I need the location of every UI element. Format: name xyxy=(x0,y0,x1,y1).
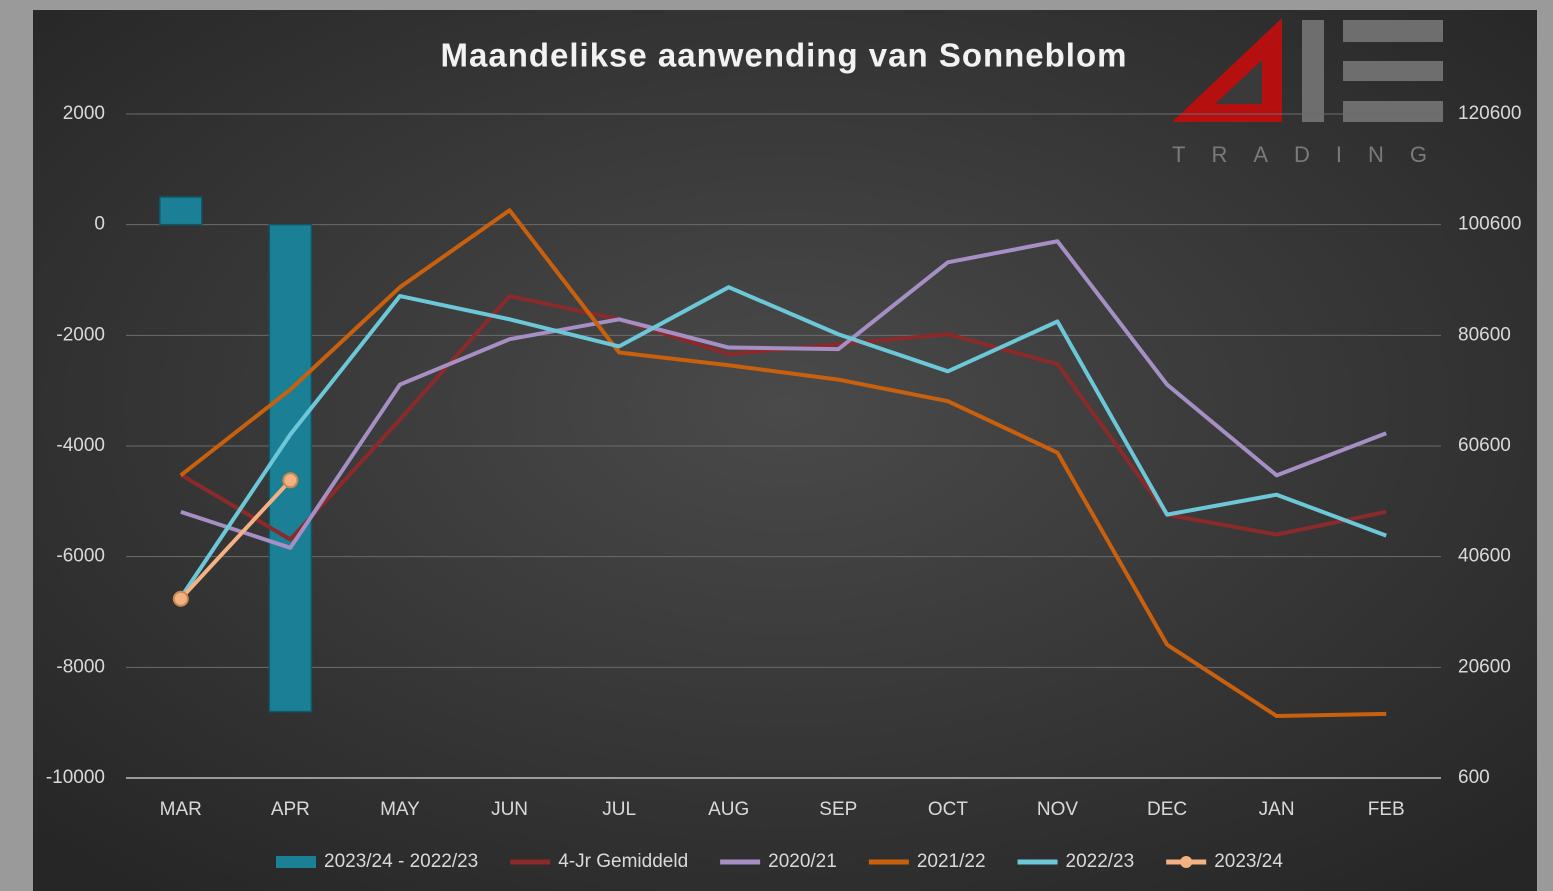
y-tick-label: 0 xyxy=(94,214,105,235)
marker xyxy=(172,590,189,607)
line xyxy=(180,239,1387,550)
x-tick-label: AUG xyxy=(708,799,749,820)
x-tick-label: OCT xyxy=(928,799,969,820)
line xyxy=(179,285,1387,599)
y-tick-label: -4000 xyxy=(56,435,105,456)
y2-tick-label: 600 xyxy=(1458,767,1490,788)
x-tick-label: DEC xyxy=(1147,799,1187,820)
line xyxy=(179,478,292,601)
y2-tick-label: 80600 xyxy=(1458,324,1511,345)
y2-tick-label: 100600 xyxy=(1458,214,1521,235)
y2-tick-label: 120600 xyxy=(1458,103,1521,124)
logo-bar xyxy=(1343,101,1443,122)
legend-swatch xyxy=(276,856,316,868)
y-tick-label: -6000 xyxy=(56,546,105,567)
x-tick-label: JAN xyxy=(1259,799,1295,820)
chart-title: Maandelikse aanwending van Sonneblom xyxy=(441,37,1128,74)
line xyxy=(179,208,1387,719)
legend-label: 2020/21 xyxy=(768,851,837,872)
legend-label: 4-Jr Gemiddeld xyxy=(558,851,688,872)
x-tick-label: SEP xyxy=(819,799,857,820)
legend-label: 2023/24 - 2022/23 xyxy=(324,851,478,872)
y-tick-label: -10000 xyxy=(46,767,105,788)
x-tick-label: JUN xyxy=(491,799,528,820)
x-tick-label: FEB xyxy=(1368,799,1405,820)
y2-tick-label: 60600 xyxy=(1458,435,1511,456)
bar xyxy=(159,196,203,226)
x-tick-label: MAR xyxy=(160,799,202,820)
bar xyxy=(268,223,313,713)
legend-label: 2021/22 xyxy=(917,851,986,872)
x-tick-label: APR xyxy=(271,799,310,820)
y-tick-label: 2000 xyxy=(63,103,105,124)
logo: TRADING xyxy=(1172,18,1453,167)
marker xyxy=(282,472,299,489)
logo-bar xyxy=(1302,20,1324,122)
y2-tick-label: 40600 xyxy=(1458,546,1511,567)
legend-label: 2023/24 xyxy=(1214,851,1283,872)
logo-text: TRADING xyxy=(1172,142,1453,167)
x-tick-label: NOV xyxy=(1037,799,1079,820)
y2-tick-label: 20600 xyxy=(1458,656,1511,677)
logo-cutout xyxy=(1215,60,1262,104)
legend-label: 2022/23 xyxy=(1066,851,1135,872)
x-tick-label: JUL xyxy=(602,799,636,820)
legend-marker xyxy=(1180,856,1193,868)
y-tick-label: -2000 xyxy=(56,324,105,345)
y-tick-label: -8000 xyxy=(56,656,105,677)
x-tick-label: MAY xyxy=(380,799,420,820)
logo-bar xyxy=(1343,61,1443,81)
logo-bar xyxy=(1343,20,1443,42)
